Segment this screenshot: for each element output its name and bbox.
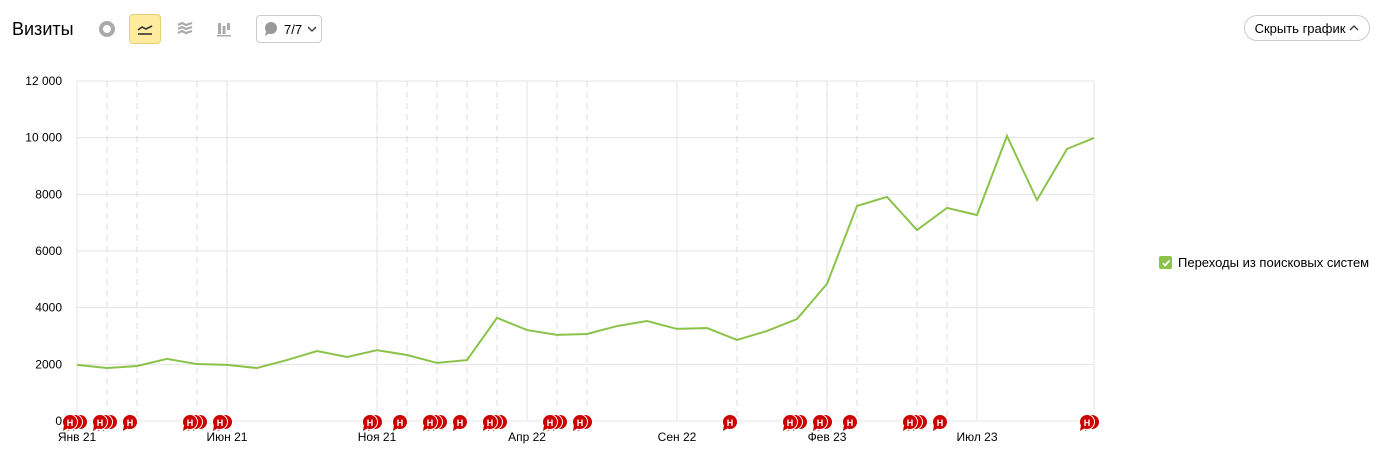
notes-dropdown[interactable]: 7/7	[256, 15, 322, 43]
annotation-marker[interactable]: Н	[212, 414, 228, 432]
annotation-marker[interactable]	[792, 414, 808, 432]
annotation-marker[interactable]: Н	[812, 414, 828, 432]
svg-text:Н: Н	[97, 418, 104, 428]
annotation-marker[interactable]	[427, 414, 443, 432]
pie-chart-icon	[99, 21, 115, 37]
annotation-marker[interactable]: Н	[842, 414, 858, 432]
svg-text:Н: Н	[547, 418, 554, 428]
annotation-marker[interactable]	[547, 414, 563, 432]
svg-text:Н: Н	[457, 418, 464, 428]
svg-text:Н: Н	[187, 418, 194, 428]
chevron-down-icon	[307, 26, 317, 32]
chevron-up-icon	[1349, 25, 1359, 31]
series-line	[76, 133, 1095, 370]
x-tick-label: Апр 22	[508, 430, 546, 444]
comment-icon	[265, 22, 277, 36]
annotation-marker[interactable]	[1084, 414, 1100, 432]
svg-text:Н: Н	[787, 418, 794, 428]
annotation-marker[interactable]: Н	[572, 414, 588, 432]
annotation-marker[interactable]: Н	[392, 414, 408, 432]
annotation-marker[interactable]	[817, 414, 833, 432]
hide-chart-button[interactable]: Скрыть график	[1244, 15, 1370, 41]
svg-text:Н: Н	[727, 418, 734, 428]
x-tick-label: Ноя 21	[358, 430, 397, 444]
annotation-marker[interactable]	[97, 414, 113, 432]
annotation-marker[interactable]: Н	[362, 414, 378, 432]
svg-text:Н: Н	[67, 418, 74, 428]
annotation-marker[interactable]	[487, 414, 503, 432]
svg-text:Н: Н	[907, 418, 914, 428]
y-tick-label: 10 000	[25, 131, 62, 145]
annotation-marker[interactable]	[577, 414, 593, 432]
annotation-marker[interactable]: Н	[1079, 414, 1095, 432]
line-chart-button[interactable]	[129, 14, 161, 44]
y-tick-label: 2000	[35, 357, 62, 371]
area-chart-icon	[177, 21, 193, 35]
area-chart-button[interactable]	[169, 14, 201, 44]
svg-text:Н: Н	[1084, 418, 1091, 428]
y-tick-label: 4000	[35, 301, 62, 315]
annotation-marker[interactable]: Н	[932, 414, 948, 432]
annotation-marker[interactable]	[787, 414, 803, 432]
check-icon	[1161, 259, 1170, 267]
annotation-marker[interactable]: Н	[782, 414, 798, 432]
line-chart-icon	[137, 25, 153, 35]
svg-text:Н: Н	[487, 418, 494, 428]
y-tick-label: 6000	[35, 244, 62, 258]
annotation-marker[interactable]	[217, 414, 233, 432]
annotation-marker[interactable]	[907, 414, 923, 432]
annotation-marker[interactable]: Н	[482, 414, 498, 432]
svg-text:Н: Н	[577, 418, 584, 428]
annotation-marker[interactable]	[492, 414, 508, 432]
annotation-marker[interactable]	[912, 414, 928, 432]
annotation-marker[interactable]	[192, 414, 208, 432]
page-title: Визиты	[12, 19, 74, 39]
annotation-marker[interactable]	[552, 414, 568, 432]
bar-chart-button[interactable]	[208, 14, 240, 44]
annotation-marker[interactable]	[187, 414, 203, 432]
notes-count: 7/7	[284, 21, 303, 37]
annotation-marker[interactable]: Н	[422, 414, 438, 432]
annotation-marker[interactable]: Н	[542, 414, 558, 432]
pie-chart-button[interactable]	[91, 14, 123, 44]
annotation-marker[interactable]	[102, 414, 118, 432]
svg-text:Н: Н	[847, 418, 854, 428]
bar-chart-icon	[217, 23, 231, 37]
svg-text:Н: Н	[427, 418, 434, 428]
y-tick-label: 8000	[35, 187, 62, 201]
legend-checkbox[interactable]	[1159, 256, 1172, 269]
annotation-marker[interactable]	[72, 414, 88, 432]
annotation-marker[interactable]: Н	[722, 414, 738, 432]
annotation-marker[interactable]: Н	[452, 414, 468, 432]
x-tick-label: Июн 21	[207, 430, 248, 444]
svg-text:Н: Н	[367, 418, 374, 428]
x-tick-label: Янв 21	[58, 430, 97, 444]
svg-text:Н: Н	[127, 418, 134, 428]
svg-text:Н: Н	[937, 418, 944, 428]
svg-text:Н: Н	[397, 418, 404, 428]
hide-chart-label: Скрыть график	[1254, 20, 1346, 36]
annotation-marker[interactable]: Н	[902, 414, 918, 432]
annotation-marker[interactable]: Н	[182, 414, 198, 432]
svg-text:Н: Н	[817, 418, 824, 428]
annotation-marker[interactable]	[367, 414, 383, 432]
annotation-marker[interactable]: Н	[122, 414, 138, 432]
annotation-marker[interactable]	[67, 414, 83, 432]
legend-item[interactable]: Переходы из поисковых систем	[1159, 255, 1369, 270]
y-tick-label: 0	[55, 414, 62, 428]
x-tick-label: Фев 23	[808, 430, 847, 444]
svg-text:Н: Н	[217, 418, 224, 428]
legend-label: Переходы из поисковых систем	[1178, 255, 1370, 270]
x-tick-label: Июл 23	[956, 430, 997, 444]
annotation-marker[interactable]: Н	[62, 414, 78, 432]
annotation-marker[interactable]	[432, 414, 448, 432]
x-tick-label: Сен 22	[658, 430, 697, 444]
y-tick-label: 12 000	[25, 74, 62, 88]
annotation-marker[interactable]: Н	[92, 414, 108, 432]
